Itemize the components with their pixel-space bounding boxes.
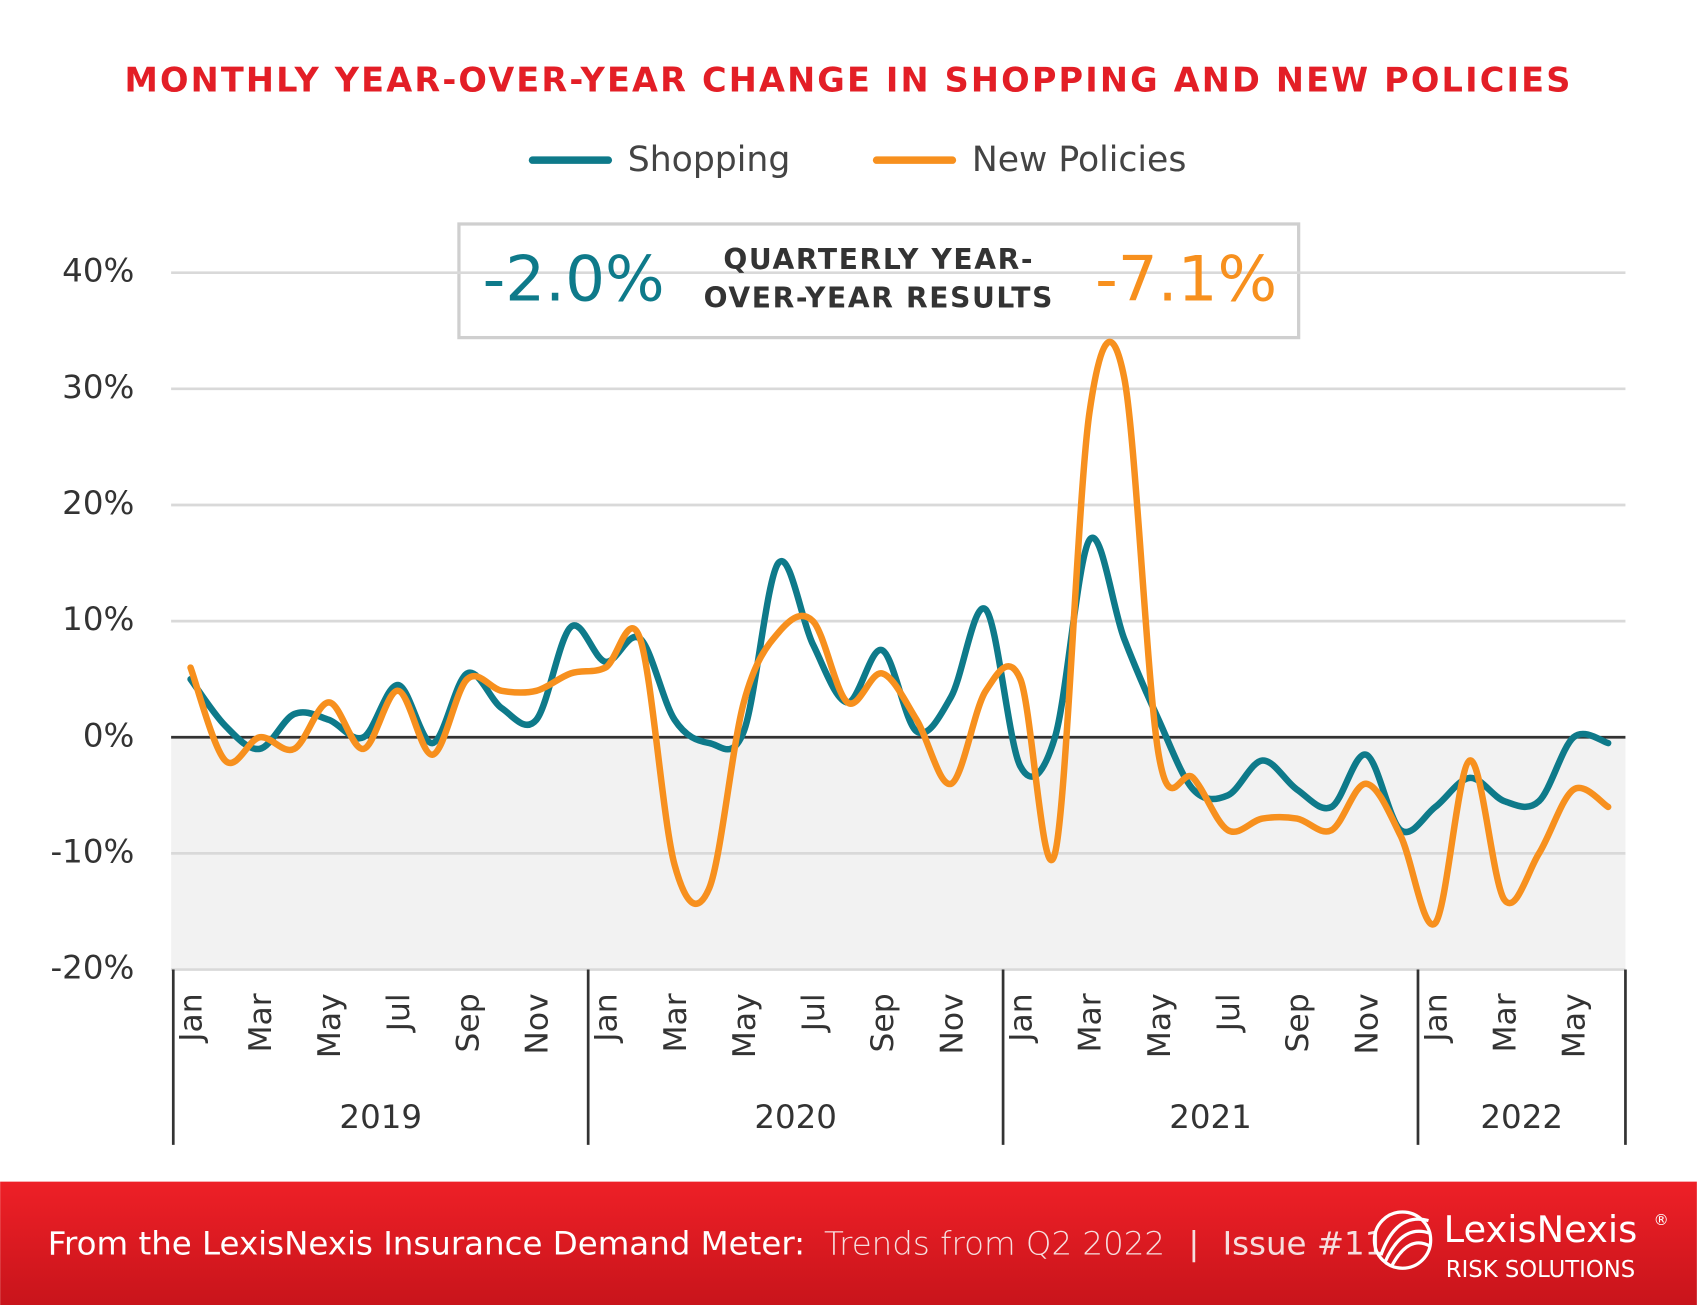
x-tick-label: Jul (1211, 993, 1247, 1033)
x-tick-label: May (1557, 993, 1593, 1058)
y-tick-label: -20% (50, 949, 134, 987)
x-tick-label: Jan (1418, 993, 1454, 1043)
y-tick-label: 0% (83, 716, 134, 754)
x-tick-label: Jul (796, 993, 832, 1033)
y-tick-label: 30% (62, 368, 134, 406)
logo-tagline: RISK SOLUTIONS (1446, 1257, 1635, 1283)
x-tick-label: Sep (1280, 993, 1316, 1052)
legend-label: Shopping (628, 140, 791, 180)
year-label: 2022 (1480, 1098, 1563, 1136)
x-tick-label: May (1142, 993, 1178, 1058)
annotation-label: OVER-YEAR RESULTS (704, 282, 1054, 315)
x-tick-label: Jan (589, 993, 625, 1043)
logo-name: LexisNexis (1444, 1208, 1638, 1251)
x-tick-label: Sep (865, 993, 901, 1052)
series-line (187, 338, 1612, 928)
y-tick-label: 20% (62, 484, 134, 522)
x-tick-label: Sep (450, 993, 486, 1052)
year-label: 2020 (754, 1098, 837, 1136)
annotation-new-policies: -7.1% (1095, 243, 1277, 316)
x-tick-label: Nov (1349, 993, 1385, 1054)
y-tick-label: 40% (62, 252, 134, 290)
x-tick-label: Mar (243, 993, 279, 1052)
x-tick-label: Jan (174, 993, 210, 1043)
series-line (187, 534, 1612, 836)
y-tick-label: -10% (50, 832, 134, 870)
legend-label: New Policies (972, 140, 1187, 180)
x-tick-label: May (727, 993, 763, 1058)
logo-registered: ® (1654, 1211, 1669, 1229)
x-tick-label: Mar (1073, 993, 1109, 1052)
x-tick-label: Mar (658, 993, 694, 1052)
annotation-label: QUARTERLY YEAR- (723, 243, 1034, 276)
year-label: 2021 (1169, 1098, 1252, 1136)
y-tick-label: 10% (62, 600, 134, 638)
footer-source: From the LexisNexis Insurance Demand Met… (48, 1224, 805, 1262)
logo-icon (1372, 1210, 1433, 1270)
x-tick-label: Mar (1488, 993, 1524, 1052)
x-tick-label: Jul (381, 993, 417, 1033)
footer-subtitle: Trends from Q2 2022 (824, 1224, 1165, 1262)
chart-title: MONTHLY YEAR-OVER-YEAR CHANGE IN SHOPPIN… (124, 61, 1572, 100)
footer-separator: | (1188, 1224, 1199, 1262)
footer-text: From the LexisNexis Insurance Demand Met… (48, 1224, 1386, 1262)
annotation-box (457, 222, 1301, 340)
year-label: 2019 (339, 1098, 422, 1136)
x-tick-label: May (312, 993, 348, 1058)
footer-issue: Issue #11 (1223, 1224, 1386, 1262)
x-tick-label: Nov (519, 993, 555, 1054)
x-tick-label: Nov (934, 993, 970, 1054)
annotation-shopping: -2.0% (483, 243, 665, 316)
x-tick-label: Jan (1004, 993, 1040, 1043)
